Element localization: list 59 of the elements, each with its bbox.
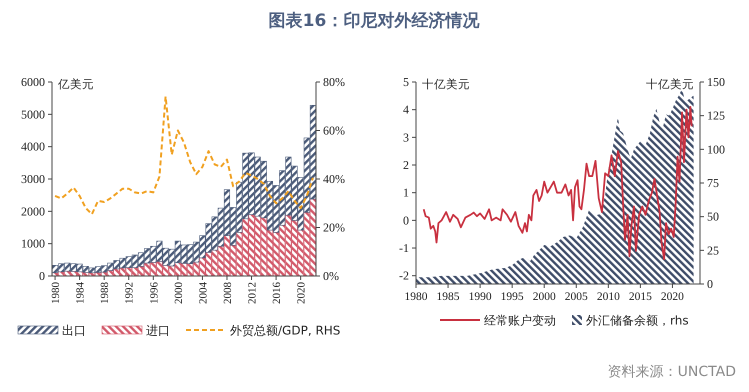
y2-tick-label: 0% xyxy=(323,269,339,283)
y-tick-label: 2 xyxy=(403,158,409,172)
y-tick-label: -1 xyxy=(399,241,409,256)
text: 资料来源：UNCTAD xyxy=(608,364,736,380)
y2-tick-label: 0 xyxy=(707,277,713,291)
y-tick-label: 2000 xyxy=(21,204,45,218)
y2-tick-label: 150 xyxy=(707,75,725,89)
y-axis-title: 十亿美元 xyxy=(422,77,470,91)
x-tick-label: 1996 xyxy=(148,282,160,304)
line-series xyxy=(54,96,314,216)
x-tick-label: 1980 xyxy=(404,291,428,303)
x-tick-label: 2010 xyxy=(596,291,620,303)
x-tick-label: 2012 xyxy=(246,282,259,304)
x-tick-label: 2015 xyxy=(628,291,652,303)
y-tick-label: 6000 xyxy=(21,75,45,89)
x-tick-label: 2000 xyxy=(172,282,185,304)
y2-tick-label: 60% xyxy=(323,124,345,138)
y2-tick-label: 50 xyxy=(707,210,719,224)
legend-label: 经常账户变动 xyxy=(484,314,556,328)
y-tick-label: 5000 xyxy=(21,107,45,122)
x-tick-label: 1984 xyxy=(74,282,87,304)
x-tick-label: 1980 xyxy=(50,282,62,304)
y2-tick-label: 75 xyxy=(707,176,719,190)
text: 图表16：印尼对外经济情况 xyxy=(268,11,480,31)
x-tick-label: 1992 xyxy=(124,282,136,304)
x-tick-label: 2004 xyxy=(197,282,210,304)
y2-tick-label: 20% xyxy=(323,220,345,234)
legend-label: 进口 xyxy=(146,324,170,338)
x-tick-label: 1988 xyxy=(99,282,112,304)
y2-tick-label: 25 xyxy=(707,243,719,258)
x-tick-label: 1990 xyxy=(468,291,492,303)
y-tick-label: 1000 xyxy=(21,236,45,251)
y-tick-label: 5 xyxy=(403,75,409,89)
x-tick-label: 2005 xyxy=(564,291,588,303)
legend-label: 外汇储备余额，rhs xyxy=(586,314,689,328)
x-tick-label: 2000 xyxy=(532,291,556,303)
y2-axis-title: 十亿美元 xyxy=(646,77,694,91)
x-tick-label: 2020 xyxy=(660,291,684,303)
legend-label: 出口 xyxy=(62,324,86,338)
y-tick-label: 1 xyxy=(403,186,409,200)
y2-tick-label: 100 xyxy=(707,142,725,156)
x-tick-label: 2008 xyxy=(222,282,234,304)
x-tick-label: 2020 xyxy=(296,282,308,304)
y-tick-label: 0 xyxy=(39,269,45,283)
y-axis-title: 亿美元 xyxy=(57,77,94,91)
line-series xyxy=(422,106,693,260)
x-tick-label: 1995 xyxy=(500,291,524,303)
y-tick-label: 3000 xyxy=(21,172,45,186)
y-tick-label: 4 xyxy=(403,102,409,117)
y2-tick-label: 40% xyxy=(323,172,345,186)
y-tick-label: 0 xyxy=(403,213,409,228)
y-tick-label: -2 xyxy=(399,268,409,283)
y-tick-label: 4000 xyxy=(21,140,45,154)
y2-tick-label: 80% xyxy=(323,75,345,89)
y-tick-label: 3 xyxy=(403,130,409,144)
y2-tick-label: 125 xyxy=(707,108,725,123)
x-tick-label: 1985 xyxy=(436,291,460,303)
legend-label: 外贸总额/GDP, RHS xyxy=(230,324,340,338)
x-tick-label: 2016 xyxy=(271,282,284,304)
